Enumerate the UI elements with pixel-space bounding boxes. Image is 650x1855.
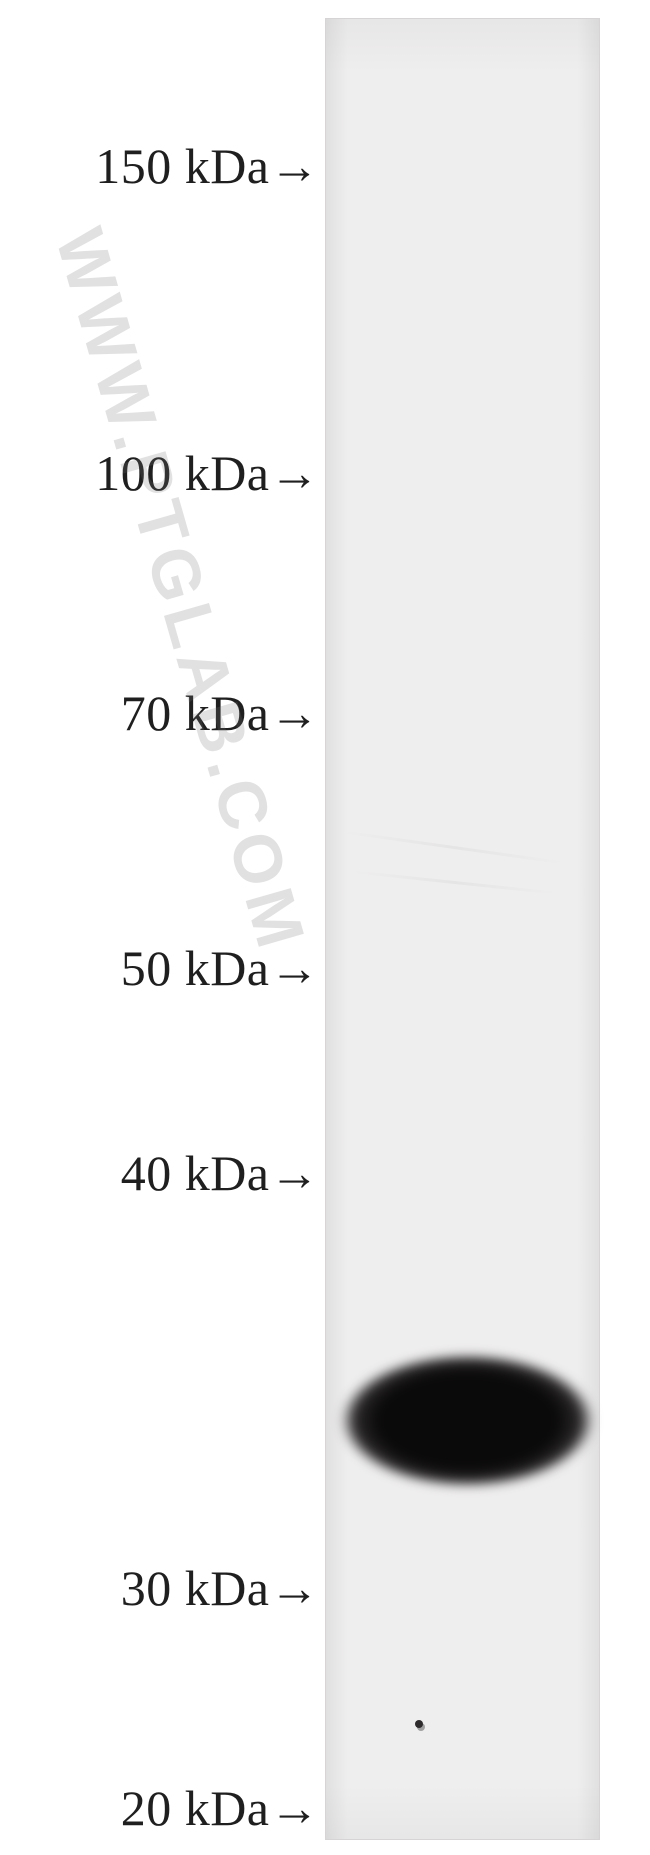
blot-figure: 150 kDa→100 kDa→70 kDa→50 kDa→40 kDa→30 … [0,0,650,1855]
ladder-label: 50 kDa→ [121,939,320,997]
ladder-weight-text: 30 kDa [121,1560,270,1616]
artifact-speck [415,1720,423,1728]
arrow-icon: → [270,1145,321,1201]
ladder-label: 40 kDa→ [121,1144,320,1202]
arrow-icon: → [270,685,321,741]
ladder-label: 30 kDa→ [121,1559,320,1617]
watermark-text: WWW.PTGLAB.COM [40,220,321,961]
ladder-label: 70 kDa→ [121,684,320,742]
ladder-weight-text: 20 kDa [121,1780,270,1836]
ladder-weight-text: 100 kDa [95,445,269,501]
watermark-label: WWW.PTGLAB.COM [41,220,320,961]
ladder-label: 20 kDa→ [121,1779,320,1837]
ladder-label: 100 kDa→ [95,444,320,502]
arrow-icon: → [270,445,321,501]
ladder-weight-text: 150 kDa [95,138,269,194]
arrow-icon: → [270,940,321,996]
ladder-label: 150 kDa→ [95,137,320,195]
ladder-weight-text: 40 kDa [121,1145,270,1201]
arrow-icon: → [270,138,321,194]
ladder-weight-text: 70 kDa [121,685,270,741]
ladder-weight-text: 50 kDa [121,940,270,996]
arrow-icon: → [270,1780,321,1836]
blot-lane-background [325,18,600,1840]
arrow-icon: → [270,1560,321,1616]
blot-lane [325,18,600,1840]
protein-band [340,1353,595,1488]
